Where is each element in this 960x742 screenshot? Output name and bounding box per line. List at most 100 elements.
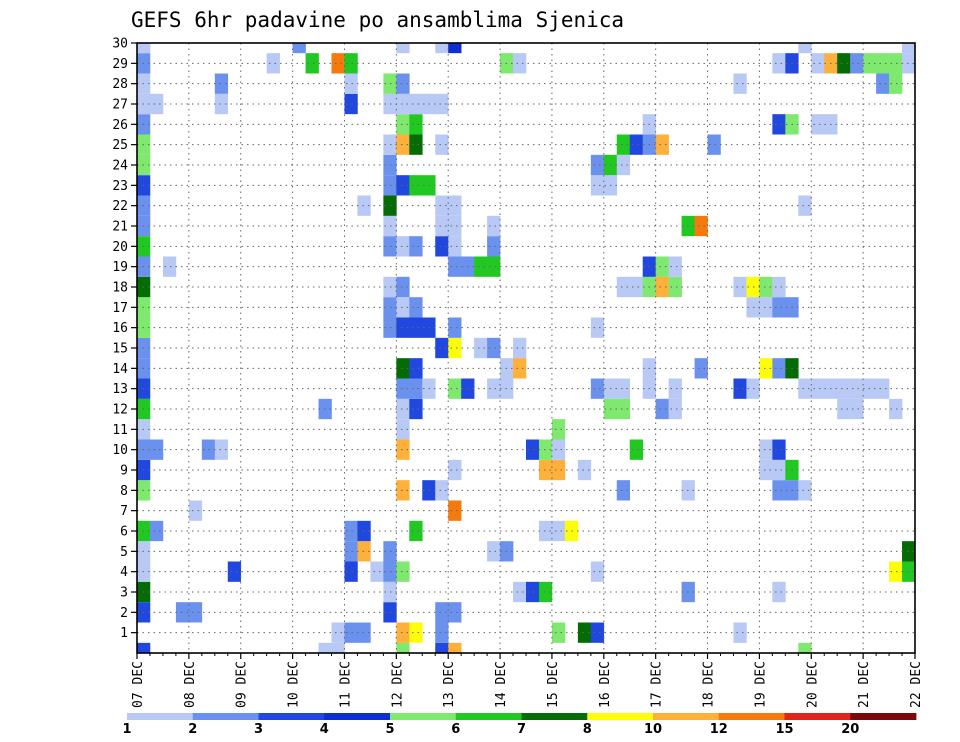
precip-cell [357,195,371,216]
precip-cell [409,236,423,257]
precip-cell [811,114,825,135]
y-tick-label: 18 [112,281,128,296]
precip-cell [668,276,682,298]
y-tick-label: 8 [120,484,128,499]
precip-cell [616,134,631,155]
precip-cell [409,622,423,643]
precip-cell [577,622,592,643]
precip-cell [798,43,812,54]
precip-cell [396,236,410,257]
precip-cell [396,642,410,653]
x-tick-label: 07 DEC [131,661,146,708]
precip-cell [759,459,773,481]
colorbar-swatch [850,713,917,720]
x-tick-label: 14 DEC [494,661,509,708]
precip-cell [409,175,423,196]
precip-cell [538,439,553,460]
y-tick-label: 30 [112,37,128,52]
colorbar-swatch [324,713,391,720]
y-tick-label: 13 [112,382,128,397]
precip-cell [409,358,423,379]
precip-cell [409,134,423,155]
x-tick-label: 13 DEC [442,661,457,708]
precip-cell [201,439,216,460]
precip-cell [137,642,151,653]
y-tick-label: 27 [112,98,128,113]
precip-cell [772,439,786,460]
precip-cell [487,256,501,277]
x-tick-label: 11 DEC [339,661,354,708]
x-tick-label: 10 DEC [287,661,302,708]
precip-cell [876,378,890,399]
precip-cell [616,378,631,399]
precip-cell [435,622,449,643]
precip-cell [149,439,164,460]
y-tick-label: 10 [112,443,128,458]
precip-cell [590,622,605,643]
precip-cell [370,561,384,582]
precip-cell [435,195,449,216]
y-tick-label: 20 [112,240,128,255]
precip-cell [772,114,786,135]
precip-cell [448,378,462,399]
precip-cell [487,378,501,399]
colorbar-swatch [258,713,325,720]
precip-cell [448,337,462,359]
precip-cell [513,337,527,359]
precip-cell [266,53,280,74]
precip-cell [448,215,462,237]
y-tick-label: 2 [120,606,128,621]
precip-cell [850,378,864,399]
precip-cell [759,358,773,379]
precip-cell [513,53,527,74]
colorbar-swatch [127,713,194,720]
precip-cell [396,276,410,298]
colorbar: 1 2 3 4 5 6 7 8 10 12 15 20 [122,713,917,737]
precip-cell [435,642,449,653]
y-tick-label: 21 [112,220,128,235]
precip-cell [396,175,410,196]
precip-cell [772,581,786,603]
y-tick-label: 6 [120,525,128,540]
precip-cell [344,93,358,115]
precip-cell [590,175,605,196]
y-tick-label: 3 [120,586,128,601]
precip-cell [188,602,203,623]
precip-cell [629,439,643,460]
precip-cell [344,520,358,542]
colorbar-label: 15 [775,722,793,737]
precip-cell [162,256,177,277]
precip-cell [396,73,410,94]
y-tick-label: 15 [112,342,128,357]
precip-cell [772,297,786,318]
precip-cell [448,256,462,277]
precip-cell [175,602,190,623]
precip-cell [538,581,553,603]
precip-cell [811,378,825,399]
x-tick-label: 22 DEC [909,661,924,708]
precip-cell [798,480,812,501]
colorbar-label: 7 [517,722,526,737]
y-tick-label: 24 [112,159,128,174]
precip-cell [798,642,812,653]
y-tick-label: 11 [112,423,128,438]
precip-cell [396,358,410,379]
precip-cell [344,622,358,643]
precip-cell [590,154,605,176]
precip-cell [435,602,449,623]
precip-cell [655,134,669,155]
colorbar-swatch [587,713,654,720]
precip-cell [772,276,786,298]
precip-cell [889,53,903,74]
x-tick-label: 18 DEC [702,661,717,708]
precip-cell [694,215,708,237]
y-tick-label: 4 [120,565,128,580]
precip-cell [538,459,553,481]
precip-cell [344,53,358,74]
precip-cell [474,256,488,277]
precip-cell [331,642,345,653]
precip-cell [629,134,643,155]
colorbar-label: 2 [188,722,197,737]
precip-cell [889,561,903,582]
precip-cell [655,398,669,420]
